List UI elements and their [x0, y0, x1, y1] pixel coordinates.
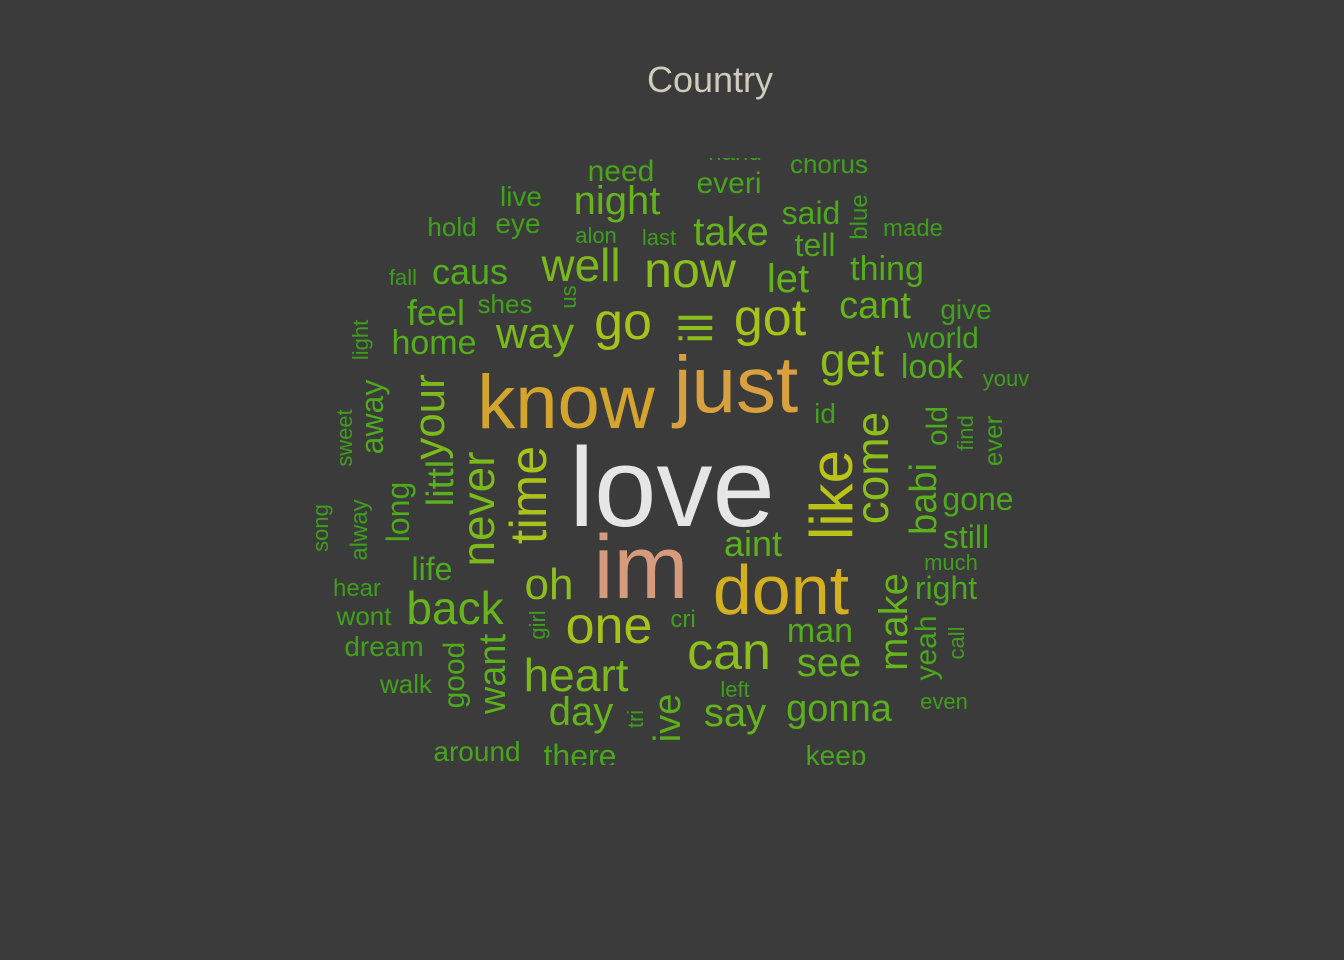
word-chorus: chorus [789, 158, 869, 179]
word-id: id [814, 398, 836, 429]
word-said: said [781, 195, 841, 231]
word-world: world [907, 322, 979, 355]
word-want: want [472, 633, 514, 715]
word-thing: thing [850, 250, 924, 288]
word-right: right [914, 570, 978, 606]
word-feel: feel [406, 292, 466, 333]
word-night: night [573, 179, 661, 223]
word-let: let [766, 257, 810, 301]
word-yeah: yeah [910, 615, 943, 681]
word-even: even [920, 689, 968, 714]
word-youv: youv [982, 366, 1030, 391]
word-light: light [348, 319, 373, 361]
word-go: go [594, 293, 652, 351]
word-say: say [703, 691, 767, 735]
word-way: way [495, 309, 575, 358]
word-fall: fall [388, 265, 418, 290]
word-caus: caus [431, 251, 509, 292]
word-made: made [882, 215, 944, 242]
word-come: come [846, 411, 898, 525]
word-tell: tell [794, 227, 836, 263]
word-good: good [438, 641, 471, 709]
word-cri: cri [670, 606, 696, 633]
word-ever: ever [978, 415, 1008, 467]
word-find: find [953, 415, 978, 451]
word-everi: everi [696, 167, 762, 200]
word-need: need [587, 158, 655, 188]
word-there: there [543, 738, 617, 765]
word-left: left [720, 677, 750, 702]
word-much: much [924, 550, 978, 575]
word-live: live [499, 181, 543, 212]
word-give: give [940, 294, 992, 325]
word-take: take [693, 210, 769, 254]
word-im: im [593, 518, 689, 618]
word-look: look [900, 348, 964, 386]
word-one: one [565, 597, 653, 655]
word-now: now [644, 242, 736, 298]
word-walk: walk [379, 669, 433, 699]
word-ill: ill [670, 312, 722, 344]
word-blue: blue [846, 194, 873, 240]
word-tri: tri [623, 709, 648, 729]
word-got: got [733, 289, 807, 347]
word-dream: dream [344, 631, 424, 662]
word-keep: keep [805, 740, 867, 766]
word-song: song [308, 504, 333, 552]
word-oh: oh [524, 560, 574, 609]
word-can: can [687, 623, 771, 681]
word-day: day [548, 690, 614, 734]
word-babi: babi [903, 463, 945, 535]
word-think: think [685, 764, 740, 765]
word-still: still [942, 519, 990, 555]
word-man: man [786, 612, 854, 650]
word-back: back [406, 582, 504, 634]
word-hold: hold [427, 212, 477, 242]
word-well: well [541, 239, 621, 291]
word-home: home [391, 324, 477, 362]
word-hand: hand [708, 158, 761, 165]
word-get: get [820, 334, 884, 386]
word-cloud: love im just know dont like time got go ill one can… [300, 158, 1060, 765]
plot-title: Country [646, 59, 774, 100]
word-long: long [380, 481, 416, 543]
word-make: make [872, 573, 916, 671]
word-cant: cant [839, 285, 911, 327]
word-dont: dont [712, 551, 850, 629]
word-hear: hear [332, 575, 382, 602]
word-call: call [944, 626, 969, 660]
word-sweet: sweet [332, 409, 357, 467]
word-eye: eye [495, 208, 541, 239]
word-old: old [921, 405, 954, 447]
word-wont: wont [336, 601, 392, 631]
word-littl: littl [420, 459, 462, 507]
word-alon: alon [575, 223, 617, 248]
word-us: us [556, 285, 581, 309]
word-know: know [477, 360, 655, 445]
word-love: love [569, 425, 775, 550]
word-just: just [673, 340, 799, 429]
word-ive: ive [647, 693, 689, 743]
word-shes: shes [477, 289, 533, 319]
word-your: your [405, 374, 454, 460]
word-time: time [500, 445, 558, 545]
word-away: away [354, 379, 390, 455]
word-gone: gone [942, 481, 1014, 517]
word-see: see [796, 641, 862, 685]
word-gonna: gonna [786, 688, 892, 730]
word-aint: aint [723, 523, 783, 564]
word-heart: heart [523, 649, 629, 701]
word-life: life [411, 551, 453, 587]
word-around: around [433, 736, 521, 766]
word-girl: girl [525, 610, 550, 640]
word-last: last [641, 225, 677, 250]
word-alway: alway [346, 499, 373, 561]
